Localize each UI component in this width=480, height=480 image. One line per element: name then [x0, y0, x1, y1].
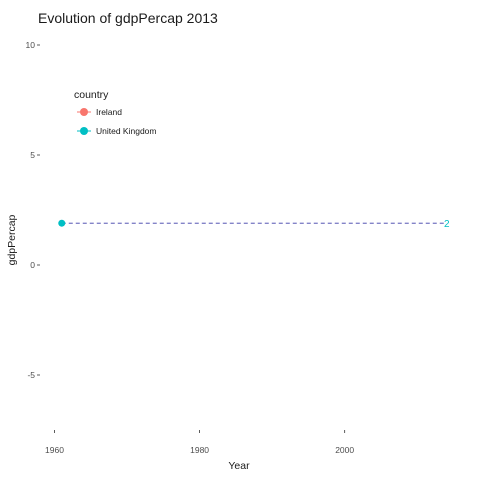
y-axis-title: gdpPercap — [6, 214, 18, 265]
x-tick-label: 1980 — [190, 445, 209, 455]
legend-key-marker — [80, 108, 88, 116]
y-tick-label: -5 — [27, 370, 35, 380]
end-value-label: 2 — [444, 219, 450, 230]
legend-title: country — [74, 89, 109, 101]
y-tick-label: 5 — [30, 150, 35, 160]
x-tick-label: 2000 — [335, 445, 354, 455]
data-point — [58, 219, 66, 227]
legend-label: United Kingdom — [96, 126, 156, 136]
plot-area: 2 — [58, 219, 450, 230]
legend-key-marker — [80, 127, 88, 135]
y-tick-label: 10 — [26, 40, 36, 50]
x-axis-title: Year — [228, 460, 250, 472]
y-tick-label: 0 — [30, 260, 35, 270]
y-axis: -5 0 5 10 — [26, 40, 40, 380]
legend-label: Ireland — [96, 107, 122, 117]
chart-title: Evolution of gdpPercap 2013 — [38, 10, 218, 26]
x-tick-label: 1960 — [45, 445, 64, 455]
x-axis: 1960 1980 2000 — [45, 430, 354, 455]
legend: country Ireland United Kingdom — [74, 89, 156, 136]
